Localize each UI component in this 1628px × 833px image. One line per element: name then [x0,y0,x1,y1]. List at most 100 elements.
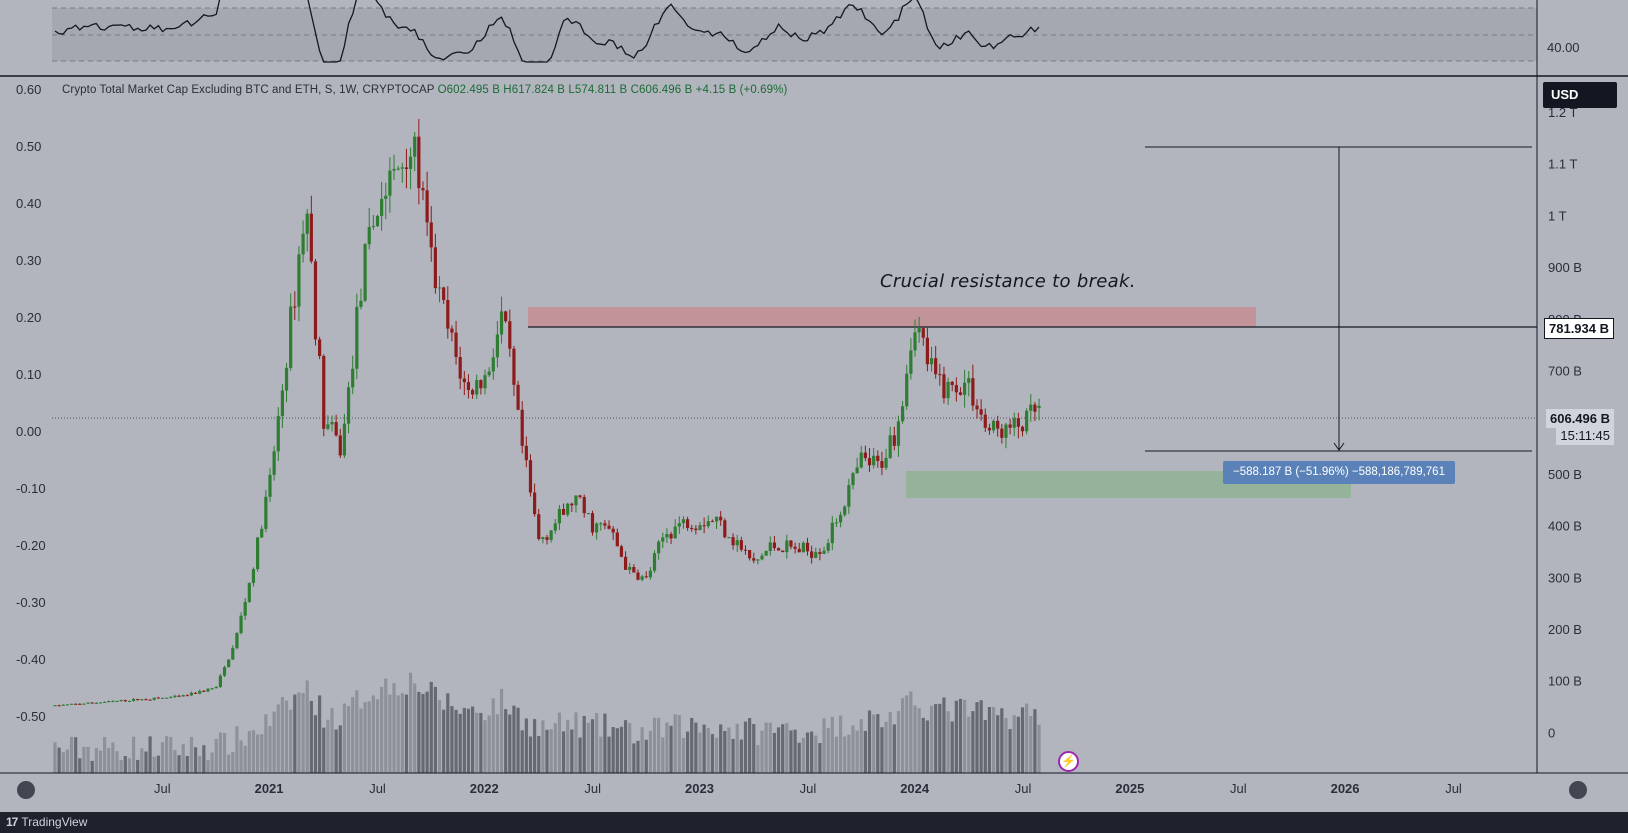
volume-bar [822,718,826,773]
candle-body [198,690,202,694]
candle-body [958,392,963,395]
measure-label[interactable]: −588.187 B (−51.96%) −588,186,789,761 [1223,461,1455,484]
volume-bar [561,731,566,773]
candle-body [289,306,293,368]
volume-bar [458,713,462,773]
volume-bar [318,695,322,773]
volume-bar [892,724,896,773]
candle-body [677,523,681,527]
candle-body [293,306,297,308]
candle-body [243,601,247,616]
candle-body [103,701,107,703]
flash-icon[interactable]: ⚡ [1058,751,1079,772]
volume-bar [462,707,466,773]
candle-body [1029,404,1033,411]
candle-body [380,198,384,216]
candle-body [516,384,520,410]
right-corner-button[interactable] [1569,781,1587,799]
volume-bar [429,681,433,773]
volume-bars [53,672,1041,773]
left-corner-button[interactable] [17,781,35,799]
candle-body [1004,424,1008,438]
candle-body [255,537,260,570]
volume-bar [896,711,901,773]
volume-bar [690,717,694,773]
candle-body [834,522,839,524]
candle-body [334,422,338,436]
tv-brand-name: TradingView [21,815,88,829]
volume-bar [607,736,611,773]
volume-bar [247,731,251,773]
candle-body [991,420,996,431]
candle-body [884,457,888,468]
candle-body [723,520,727,538]
volume-bar [917,708,921,773]
volume-bar [1008,729,1012,773]
candle-body [785,540,789,553]
candle-body [595,523,599,533]
time-axis-tick: 2024 [900,781,930,796]
volume-bar [847,734,851,773]
left-scale-tick: 0.00 [16,424,41,439]
volume-bar [293,694,297,773]
left-price-scale[interactable]: 0.60 0.50 0.40 0.30 0.20 0.10 0.00 -0.10 -0.20 -0… [16,82,46,724]
volume-bar [1004,718,1008,773]
volume-bar [818,742,822,773]
candle-body [652,553,657,571]
volume-bar [934,704,938,773]
chart-legend[interactable]: Crypto Total Market Cap Excluding BTC an… [62,84,787,96]
volume-bar [57,747,61,773]
candle-body [578,495,582,498]
currency-button[interactable]: USD [1543,82,1617,108]
volume-bar [1020,707,1025,773]
candle-body [880,461,884,468]
left-scale-tick: -0.40 [16,652,46,667]
time-axis[interactable] [0,774,1628,812]
candle-body [297,254,301,307]
volume-bar [140,748,144,773]
volume-bar [987,706,992,773]
candle-body [413,136,417,157]
candle-body [136,698,140,701]
candle-body [169,697,173,699]
candle-body [731,537,735,546]
volume-bar [710,734,715,773]
volume-bar [210,752,214,773]
volume-bar [504,709,508,773]
candle-body [512,348,516,385]
resistance-annotation[interactable]: Crucial resistance to break. [880,271,1136,292]
left-scale-tick: 0.50 [16,139,41,154]
volume-bar [313,715,318,773]
volume-bar [491,698,495,773]
volume-bar [884,721,888,773]
candle-body [826,543,830,551]
last-price-tag: 606.496 B [1546,409,1614,428]
candle-body [479,380,483,389]
candle-body [838,514,843,523]
volume-bar [702,724,706,773]
volume-bar [913,705,917,773]
candle-body [1037,405,1041,408]
volume-bar [723,730,727,773]
tradingview-logo[interactable]: 17 TradingView [6,815,87,829]
candle-body [872,455,876,466]
right-scale-tick: 700 B [1548,364,1582,379]
volume-bar [528,736,533,773]
resistance-zone[interactable] [528,307,1256,327]
volume-bar [243,745,247,773]
volume-bar [144,751,148,773]
volume-bar [255,734,260,773]
candle-body [905,373,909,407]
volume-bar [334,729,338,773]
volume-bar [632,743,636,773]
right-scale-tick: 1 T [1548,208,1567,223]
right-scale-tick: 400 B [1548,519,1582,534]
volume-bar [359,708,363,773]
candle-body [156,697,160,699]
volume-bar [268,725,272,773]
volume-bar [284,700,289,773]
candle-body [144,699,148,701]
volume-bar [53,742,57,773]
volume-bar [694,722,698,773]
